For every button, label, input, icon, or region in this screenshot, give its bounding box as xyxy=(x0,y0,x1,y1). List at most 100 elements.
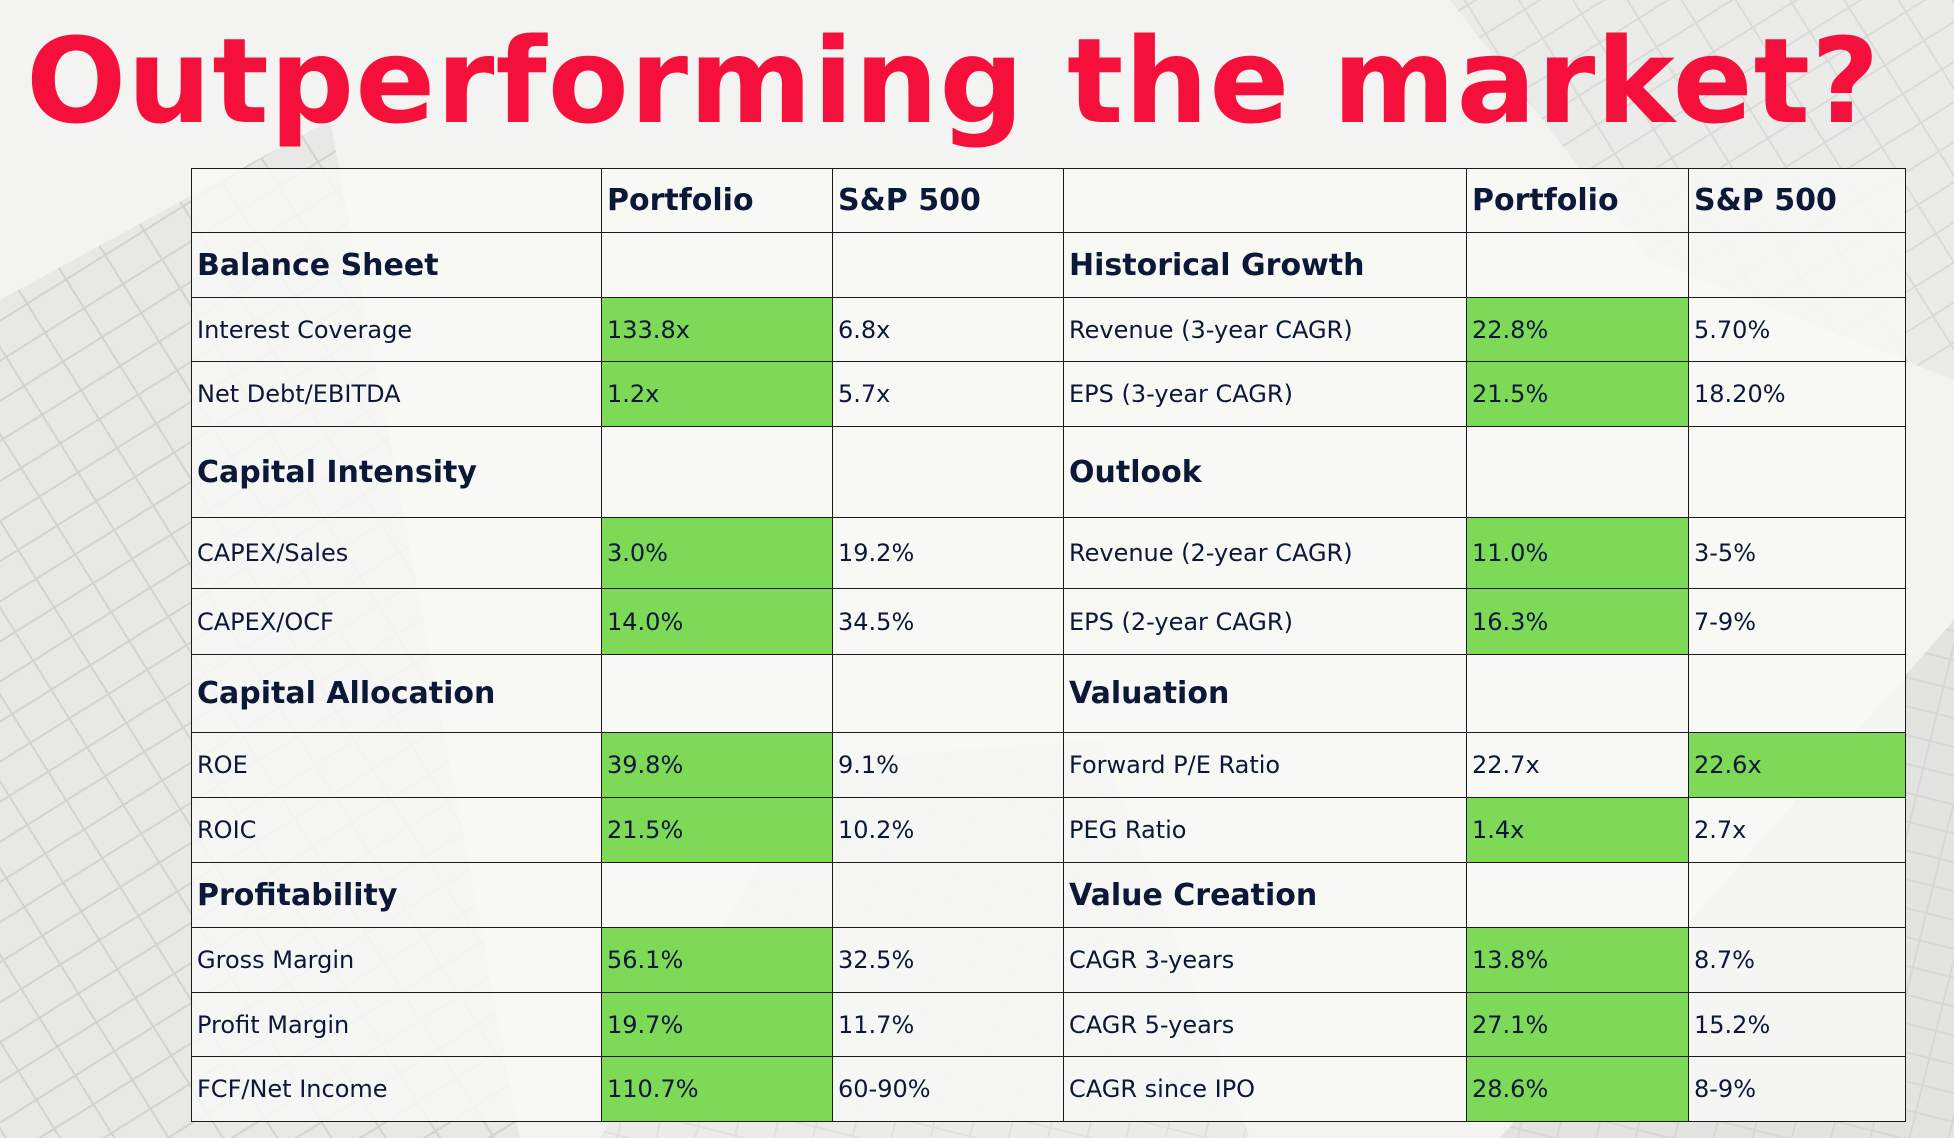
portfolio-value: 133.8x xyxy=(601,297,833,362)
metric-label: PEG Ratio xyxy=(1063,797,1467,863)
portfolio-value: 56.1% xyxy=(601,927,833,993)
empty-cell xyxy=(832,426,1064,518)
table-row: FCF/Net Income 110.7% 60-90% CAGR since … xyxy=(191,1056,1906,1122)
sp500-value: 18.20% xyxy=(1688,361,1906,427)
portfolio-value: 19.7% xyxy=(601,992,833,1057)
sp500-value: 60-90% xyxy=(832,1056,1064,1122)
sp500-value: 7-9% xyxy=(1688,588,1906,655)
metric-label: CAGR 5-years xyxy=(1063,992,1467,1057)
table-row: ROIC 21.5% 10.2% PEG Ratio 1.4x 2.7x xyxy=(191,797,1906,863)
section-label-left: Balance Sheet xyxy=(191,232,602,298)
sp500-value: 3-5% xyxy=(1688,517,1906,589)
metric-label: Profit Margin xyxy=(191,992,602,1057)
header-row: Portfolio S&P 500 Portfolio S&P 500 xyxy=(191,168,1906,233)
table-row: CAPEX/OCF 14.0% 34.5% EPS (2-year CAGR) … xyxy=(191,588,1906,655)
empty-cell xyxy=(1688,654,1906,733)
empty-cell xyxy=(1466,862,1689,928)
table-row: Net Debt/EBITDA 1.2x 5.7x EPS (3-year CA… xyxy=(191,361,1906,427)
sp500-value: 15.2% xyxy=(1688,992,1906,1057)
header-empty-right xyxy=(1063,168,1467,233)
empty-cell xyxy=(1688,426,1906,518)
metric-label: Gross Margin xyxy=(191,927,602,993)
comparison-table: Portfolio S&P 500 Portfolio S&P 500 Bala… xyxy=(191,168,1906,1122)
metric-label: EPS (2-year CAGR) xyxy=(1063,588,1467,655)
table-row: ROE 39.8% 9.1% Forward P/E Ratio 22.7x 2… xyxy=(191,732,1906,798)
header-sp500-left: S&P 500 xyxy=(832,168,1064,233)
metric-label: CAPEX/Sales xyxy=(191,517,602,589)
metric-label: ROE xyxy=(191,732,602,798)
sp500-value: 5.7x xyxy=(832,361,1064,427)
sp500-value: 32.5% xyxy=(832,927,1064,993)
section-row: Profitability Value Creation xyxy=(191,862,1906,928)
sp500-value: 6.8x xyxy=(832,297,1064,362)
empty-cell xyxy=(832,654,1064,733)
metric-label: CAGR 3-years xyxy=(1063,927,1467,993)
metric-label: Interest Coverage xyxy=(191,297,602,362)
table-row: Gross Margin 56.1% 32.5% CAGR 3-years 13… xyxy=(191,927,1906,993)
portfolio-value: 13.8% xyxy=(1466,927,1689,993)
portfolio-value: 22.8% xyxy=(1466,297,1689,362)
portfolio-value: 1.2x xyxy=(601,361,833,427)
empty-cell xyxy=(601,426,833,518)
empty-cell xyxy=(601,654,833,733)
portfolio-value: 3.0% xyxy=(601,517,833,589)
header-portfolio-right: Portfolio xyxy=(1466,168,1689,233)
page-title: Outperforming the market? xyxy=(26,12,1881,150)
metric-label: FCF/Net Income xyxy=(191,1056,602,1122)
section-label-left: Capital Intensity xyxy=(191,426,602,518)
portfolio-value: 39.8% xyxy=(601,732,833,798)
metric-label: EPS (3-year CAGR) xyxy=(1063,361,1467,427)
sp500-value: 22.6x xyxy=(1688,732,1906,798)
portfolio-value: 22.7x xyxy=(1466,732,1689,798)
empty-cell xyxy=(1466,426,1689,518)
sp500-value: 8-9% xyxy=(1688,1056,1906,1122)
empty-cell xyxy=(832,862,1064,928)
sp500-value: 19.2% xyxy=(832,517,1064,589)
metric-label: Revenue (2-year CAGR) xyxy=(1063,517,1467,589)
portfolio-value: 21.5% xyxy=(1466,361,1689,427)
sp500-value: 10.2% xyxy=(832,797,1064,863)
portfolio-value: 28.6% xyxy=(1466,1056,1689,1122)
section-label-right: Valuation xyxy=(1063,654,1467,733)
portfolio-value: 21.5% xyxy=(601,797,833,863)
section-label-right: Historical Growth xyxy=(1063,232,1467,298)
section-label-left: Capital Allocation xyxy=(191,654,602,733)
metric-label: Revenue (3-year CAGR) xyxy=(1063,297,1467,362)
portfolio-value: 14.0% xyxy=(601,588,833,655)
sp500-value: 5.70% xyxy=(1688,297,1906,362)
metric-label: Net Debt/EBITDA xyxy=(191,361,602,427)
metric-label: Forward P/E Ratio xyxy=(1063,732,1467,798)
table-row: CAPEX/Sales 3.0% 19.2% Revenue (2-year C… xyxy=(191,517,1906,589)
section-label-right: Outlook xyxy=(1063,426,1467,518)
section-row: Capital Intensity Outlook xyxy=(191,426,1906,518)
portfolio-value: 27.1% xyxy=(1466,992,1689,1057)
portfolio-value: 1.4x xyxy=(1466,797,1689,863)
metric-label: CAGR since IPO xyxy=(1063,1056,1467,1122)
table-row: Interest Coverage 133.8x 6.8x Revenue (3… xyxy=(191,297,1906,362)
empty-cell xyxy=(601,862,833,928)
section-label-left: Profitability xyxy=(191,862,602,928)
empty-cell xyxy=(832,232,1064,298)
sp500-value: 34.5% xyxy=(832,588,1064,655)
empty-cell xyxy=(1688,862,1906,928)
table-row: Profit Margin 19.7% 11.7% CAGR 5-years 2… xyxy=(191,992,1906,1057)
sp500-value: 9.1% xyxy=(832,732,1064,798)
header-sp500-right: S&P 500 xyxy=(1688,168,1906,233)
section-row: Balance Sheet Historical Growth xyxy=(191,232,1906,298)
header-empty-left xyxy=(191,168,602,233)
sp500-value: 8.7% xyxy=(1688,927,1906,993)
empty-cell xyxy=(601,232,833,298)
section-label-right: Value Creation xyxy=(1063,862,1467,928)
portfolio-value: 110.7% xyxy=(601,1056,833,1122)
empty-cell xyxy=(1466,232,1689,298)
portfolio-value: 11.0% xyxy=(1466,517,1689,589)
header-portfolio-left: Portfolio xyxy=(601,168,833,233)
portfolio-value: 16.3% xyxy=(1466,588,1689,655)
sp500-value: 2.7x xyxy=(1688,797,1906,863)
empty-cell xyxy=(1466,654,1689,733)
sp500-value: 11.7% xyxy=(832,992,1064,1057)
empty-cell xyxy=(1688,232,1906,298)
metric-label: CAPEX/OCF xyxy=(191,588,602,655)
section-row: Capital Allocation Valuation xyxy=(191,654,1906,733)
metric-label: ROIC xyxy=(191,797,602,863)
